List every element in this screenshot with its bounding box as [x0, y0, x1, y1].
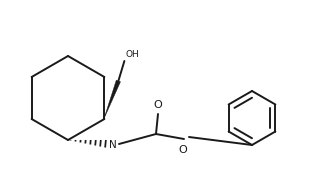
Polygon shape — [104, 80, 121, 119]
Text: O: O — [179, 145, 188, 155]
Text: OH: OH — [125, 50, 139, 59]
Text: O: O — [154, 100, 162, 110]
Text: N: N — [109, 141, 117, 151]
